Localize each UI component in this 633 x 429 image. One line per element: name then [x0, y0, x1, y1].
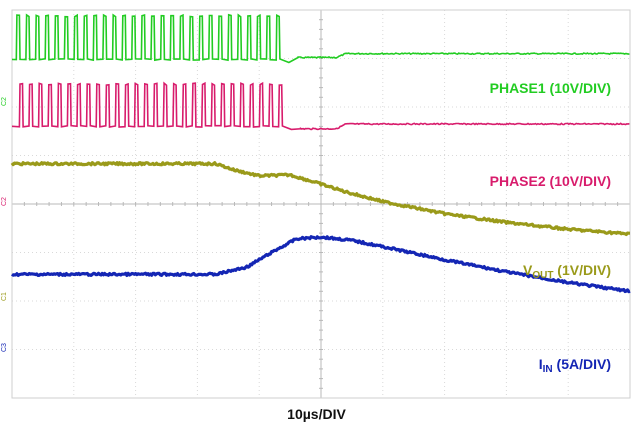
- vout-label-main: V: [522, 262, 533, 278]
- phase1-label: PHASE1 (10V/DIV): [489, 80, 611, 96]
- iin-label-scale: (5A/DIV): [552, 356, 611, 372]
- vout-label: VOUT (1V/DIV): [523, 262, 611, 281]
- vout-channel-marker: C1: [1, 292, 8, 301]
- iin-label: IIN (5A/DIV): [539, 356, 611, 375]
- trace-phase2: [11, 81, 630, 131]
- vout-label-subscript: OUT: [532, 270, 554, 281]
- iin-channel-marker: C3: [1, 343, 8, 352]
- trace-iin: [10, 235, 631, 294]
- scope-grid: [11, 9, 631, 399]
- vout-label-scale: (1V/DIV): [553, 262, 611, 278]
- phase1-channel-marker: C2: [1, 97, 8, 106]
- time-scale-label: 10µs/DIV: [287, 406, 346, 422]
- iin-label-main: I: [538, 356, 543, 372]
- plot-frame: [11, 9, 631, 399]
- iin-label-subscript: IN: [542, 364, 553, 375]
- trace-vout: [10, 161, 631, 237]
- phase2-channel-marker: C2: [1, 197, 8, 206]
- waveform-traces: [10, 13, 631, 294]
- trace-phase1: [11, 13, 630, 64]
- phase2-label: PHASE2 (10V/DIV): [489, 173, 611, 189]
